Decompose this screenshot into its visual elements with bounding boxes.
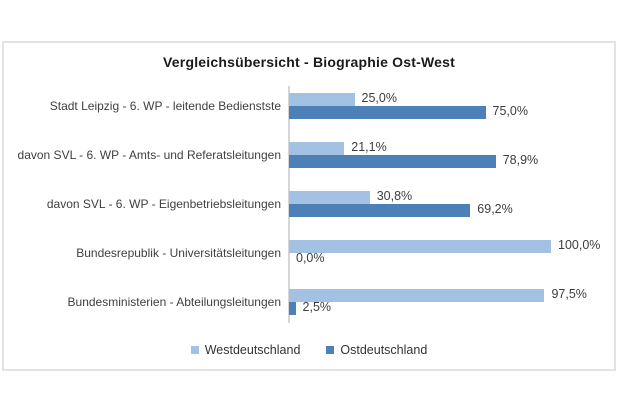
- category-label: Stadt Leipzig - 6. WP - leitende Bediens…: [49, 99, 281, 113]
- bar-ost: [289, 155, 496, 168]
- chart-row: davon SVL - 6. WP - Amts- und Referatsle…: [4, 135, 551, 184]
- legend-swatch-west-icon: [190, 346, 199, 354]
- value-label-ost: 2,5%: [302, 300, 332, 314]
- category-label: Bundesministerien - Abteilungsleitungen: [67, 295, 281, 309]
- value-label-west: 97,5%: [551, 287, 587, 301]
- bars-group: 21,1% 78,9%: [289, 135, 551, 184]
- chart-row: Bundesrepublik - Universitätsleitungen 10…: [4, 233, 600, 282]
- category-label: Bundesrepublik - Universitätsleitungen: [76, 246, 281, 260]
- plot-area: Stadt Leipzig - 6. WP - leitende Bediens…: [4, 86, 600, 331]
- bar-west: [289, 93, 355, 106]
- value-label-west: 100,0%: [558, 238, 601, 252]
- bar-ost: [289, 106, 486, 119]
- bar-west: [289, 240, 551, 253]
- value-label-west: 21,1%: [351, 140, 387, 154]
- chart-title: Vergleichsübersicht - Biographie Ost-Wes…: [163, 54, 455, 70]
- value-label-ost: 75,0%: [492, 104, 528, 118]
- bars-group: 100,0% 0,0%: [289, 233, 600, 282]
- bar-ost: [289, 204, 471, 217]
- bars-group: 97,5% 2,5%: [289, 282, 587, 331]
- value-label-ost: 78,9%: [502, 153, 539, 167]
- legend: Westdeutschland Ostdeutschland: [4, 343, 614, 357]
- legend-swatch-ost-icon: [326, 346, 335, 354]
- chart-row: davon SVL - 6. WP - Eigenbetriebsleitung…: [4, 184, 551, 233]
- legend-label-ost: Ostdeutschland: [340, 343, 428, 357]
- bar-west: [289, 142, 345, 155]
- legend-item-ost: Ostdeutschland: [326, 343, 427, 357]
- legend-item-west: Westdeutschland: [190, 343, 301, 357]
- value-label-ost: 69,2%: [477, 202, 513, 216]
- chart-row: Bundesministerien - Abteilungsleitungen 9…: [4, 282, 587, 331]
- category-label: davon SVL - 6. WP - Eigenbetriebsleitung…: [46, 197, 281, 211]
- value-label-west: 25,0%: [361, 91, 397, 105]
- value-label-ost: 0,0%: [296, 251, 325, 265]
- chart-frame: Vergleichsübersicht - Biographie Ost-Wes…: [2, 41, 616, 371]
- bar-west: [289, 289, 545, 302]
- chart-row: Stadt Leipzig - 6. WP - leitende Bediens…: [4, 86, 551, 135]
- bars-group: 25,0% 75,0%: [289, 86, 551, 135]
- category-label: davon SVL - 6. WP - Amts- und Referatsle…: [17, 148, 281, 162]
- bar-ost: [289, 302, 296, 315]
- legend-label-west: Westdeutschland: [204, 343, 301, 357]
- value-label-west: 30,8%: [376, 189, 413, 203]
- bar-west: [289, 191, 370, 204]
- bars-group: 30,8% 69,2%: [289, 184, 551, 233]
